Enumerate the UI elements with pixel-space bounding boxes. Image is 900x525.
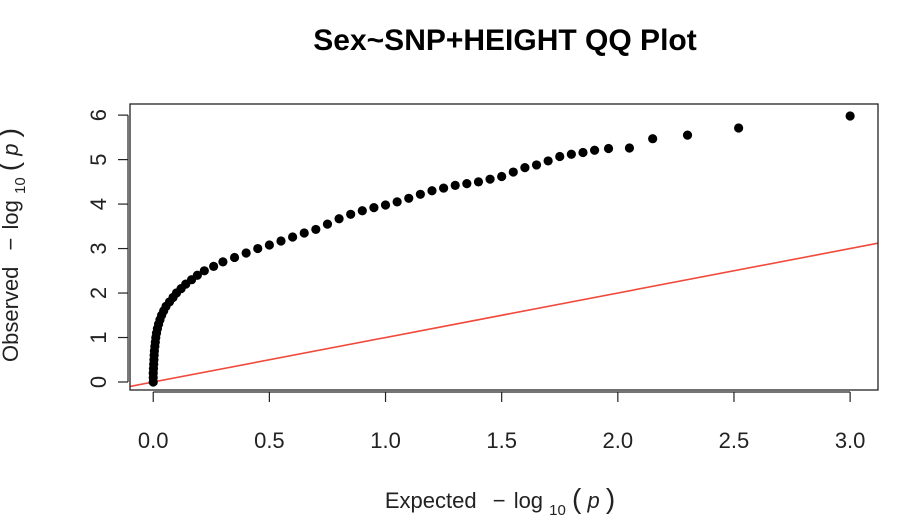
data-point: [380, 200, 391, 210]
y-axis: 0 1 2 3 4 5 6: [86, 109, 129, 388]
data-point: [531, 160, 542, 170]
data-point: [603, 143, 614, 154]
y-tick-label: 5: [86, 153, 111, 165]
data-point: [427, 186, 437, 196]
data-point: [357, 206, 367, 216]
data-point: [543, 156, 553, 166]
data-point: [264, 240, 274, 250]
x-tick-label: 0.0: [138, 428, 169, 453]
x-tick-label: 1.0: [370, 428, 401, 453]
data-point: [218, 257, 228, 267]
data-point: [199, 266, 209, 276]
data-point: [439, 183, 449, 193]
data-point: [311, 224, 321, 235]
data-point: [334, 214, 344, 224]
data-point: [322, 219, 333, 229]
data-point: [485, 174, 495, 184]
x-tick-label: 0.5: [254, 428, 285, 453]
y-tick-label: 1: [86, 331, 111, 343]
data-point: [497, 171, 507, 182]
plot-frame: [129, 103, 879, 391]
x-axis-title-log: log: [514, 488, 543, 513]
y-axis-title-log: log: [0, 200, 23, 229]
data-point: [648, 134, 658, 144]
x-axis: 0.0 0.5 1.0 1.5 2.0 2.5 3.0: [138, 391, 866, 453]
x-axis-title-minus: −: [493, 488, 506, 513]
data-point: [520, 163, 530, 173]
y-tick-label: 2: [86, 287, 111, 299]
data-point: [229, 252, 240, 263]
x-axis-title-var: p: [586, 488, 599, 513]
y-axis-title: Observed − log 10 ( p ): [0, 128, 30, 362]
data-point: [192, 270, 202, 280]
data-point: [288, 232, 298, 242]
reference-line-layer: [129, 242, 879, 388]
data-point: [508, 167, 518, 177]
data-point: [299, 228, 309, 238]
x-tick-label: 1.5: [486, 428, 517, 453]
y-axis-title-base: 10: [12, 177, 29, 194]
data-point: [450, 180, 460, 190]
chart-title: Sex~SNP+HEIGHT QQ Plot: [313, 24, 696, 57]
data-point: [555, 151, 565, 162]
y-axis-title-var: p: [0, 143, 23, 156]
data-point: [415, 189, 425, 199]
data-point: [462, 179, 472, 189]
reference-line: [129, 242, 879, 388]
y-axis-title-prefix: Observed: [0, 267, 23, 362]
data-point: [682, 130, 693, 140]
x-tick-label: 2.0: [603, 428, 634, 453]
data-point: [566, 149, 576, 159]
data-point: [734, 123, 744, 133]
y-tick-label: 3: [86, 242, 111, 254]
y-tick-label: 6: [86, 109, 111, 121]
data-point: [624, 143, 635, 153]
y-tick-label: 4: [86, 198, 111, 210]
data-point: [241, 248, 251, 258]
y-tick-label: 0: [86, 376, 111, 388]
y-axis-title-minus: −: [0, 238, 23, 251]
data-point: [276, 236, 286, 246]
data-point: [473, 177, 484, 187]
x-axis-title: Expected − log 10 ( p ): [385, 483, 615, 520]
data-point: [209, 261, 219, 271]
data-point: [578, 147, 588, 158]
data-point: [404, 193, 414, 203]
points-layer: [148, 111, 855, 387]
data-point: [346, 209, 356, 219]
data-point: [845, 111, 855, 121]
data-point: [392, 197, 402, 207]
x-axis-title-base: 10: [549, 502, 566, 519]
data-point: [369, 203, 379, 213]
data-point: [253, 243, 263, 254]
x-axis-title-prefix: Expected: [385, 488, 477, 513]
data-point: [589, 145, 600, 155]
x-tick-label: 2.5: [719, 428, 750, 453]
x-tick-label: 3.0: [835, 428, 866, 453]
